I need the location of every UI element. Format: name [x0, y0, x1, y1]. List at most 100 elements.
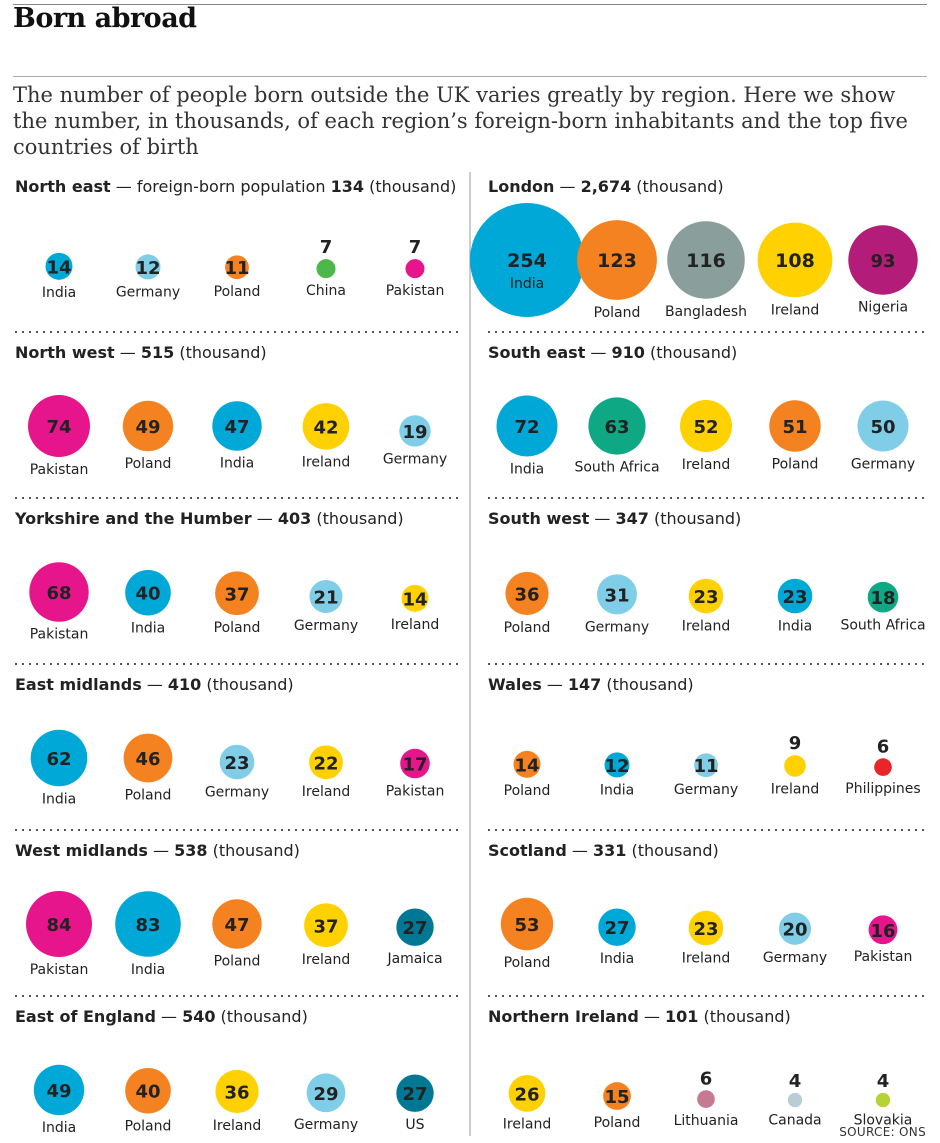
- bubble-label: Pakistan: [30, 627, 89, 643]
- bubble-label: Germany: [205, 784, 269, 800]
- bubble-value: 37: [224, 584, 249, 605]
- bubble-value: 49: [46, 1081, 71, 1102]
- bubble-germany: [857, 400, 909, 452]
- region-total: 134: [331, 177, 364, 196]
- bubble-philippines: [874, 758, 892, 776]
- bubble-value: 93: [870, 251, 895, 272]
- bubble-label: Ireland: [302, 455, 350, 471]
- bubble-value: 27: [402, 918, 427, 939]
- bubble-label: Poland: [125, 456, 172, 472]
- bubble-poland: [500, 897, 554, 951]
- region-unit: (thousand): [601, 675, 693, 694]
- bubble-value: 9: [789, 733, 802, 754]
- bubble-india: [598, 908, 636, 946]
- region-name: Scotland: [488, 841, 567, 860]
- bubble-label: Germany: [763, 950, 827, 966]
- region-unit: (thousand): [311, 509, 403, 528]
- bubble-label: South Africa: [574, 460, 659, 476]
- bubble-ireland: [401, 584, 429, 612]
- bubble-label: Bangladesh: [665, 304, 747, 320]
- region-label: —: [115, 343, 141, 362]
- bubble-poland: [225, 255, 249, 280]
- region-label: —: [639, 1007, 665, 1026]
- bubble-india: [604, 752, 630, 778]
- bubble-value: 19: [402, 422, 427, 443]
- region-unit: (thousand): [201, 675, 293, 694]
- bubble-poland: [577, 220, 657, 300]
- bubble-ireland: [302, 403, 350, 450]
- bubble-poland: [769, 400, 821, 452]
- region-header: North west — 515 (thousand): [15, 343, 267, 362]
- bubble-pakistan: [28, 395, 90, 457]
- bubble-pakistan: [400, 748, 430, 779]
- bubble-label: Poland: [772, 457, 819, 473]
- bubble-nigeria: [848, 225, 918, 295]
- bubble-value: 18: [870, 588, 895, 609]
- bubble-value: 123: [597, 250, 637, 272]
- bubble-value: 23: [693, 587, 718, 608]
- region-name: Northern Ireland: [488, 1007, 639, 1026]
- bubble-value: 20: [782, 920, 807, 941]
- region-total: 515: [141, 343, 174, 362]
- bubble-label: Canada: [768, 1112, 821, 1128]
- bubble-label: Lithuania: [674, 1113, 739, 1129]
- bubble-ireland: [688, 910, 724, 946]
- bubble-value: 108: [775, 250, 815, 272]
- bubble-label: India: [42, 1120, 76, 1136]
- bubble-germany: [399, 415, 431, 447]
- bubble-label: Poland: [214, 954, 261, 970]
- bubble-value: 7: [409, 237, 422, 258]
- bubble-ireland: [508, 1074, 546, 1112]
- bubble-label: Ireland: [771, 782, 819, 798]
- bubble-value: 11: [224, 258, 249, 279]
- bubble-label: Jamaica: [386, 951, 442, 967]
- region-header: East of England — 540 (thousand): [15, 1007, 308, 1026]
- region-total: 347: [616, 509, 649, 528]
- bubble-china: [316, 259, 336, 279]
- bubble-india: [45, 252, 73, 280]
- region-name: South east: [488, 343, 586, 362]
- region-total: 540: [182, 1007, 215, 1026]
- bubble-value: 15: [604, 1087, 629, 1108]
- bubble-value: 7: [320, 237, 333, 258]
- bubble-value: 49: [135, 417, 160, 438]
- bubble-label: India: [510, 276, 544, 292]
- bubble-label: Germany: [851, 456, 915, 472]
- bubble-label: India: [778, 618, 812, 634]
- bubble-label: Pakistan: [386, 783, 445, 799]
- bubble-india: [30, 729, 88, 787]
- region-header: East midlands — 410 (thousand): [15, 675, 294, 694]
- bubble-slovakia: [875, 1092, 891, 1108]
- bubble-bangladesh: [667, 221, 745, 299]
- bubble-label: India: [131, 621, 165, 637]
- bubble-india: [115, 891, 181, 957]
- region-total: 910: [612, 343, 645, 362]
- bubble-value: 14: [402, 589, 427, 610]
- region-name: North east: [15, 177, 111, 196]
- bubble-value: 21: [313, 588, 338, 609]
- region-name: North west: [15, 343, 115, 362]
- bubble-india: [125, 569, 171, 616]
- top-rule: [13, 4, 927, 5]
- bubble-label: Germany: [294, 618, 358, 634]
- bubble-label: India: [42, 285, 76, 301]
- bubble-germany: [309, 580, 343, 614]
- bubble-south-africa: [867, 581, 899, 613]
- bubble-label: Nigeria: [858, 300, 908, 316]
- bubble-value: 6: [877, 736, 890, 757]
- standfirst: The number of people born outside the UK…: [13, 83, 908, 159]
- bubble-jamaica: [396, 908, 434, 946]
- bubble-label: India: [510, 462, 544, 478]
- bubble-value: 83: [135, 915, 160, 936]
- region-label: —: [142, 675, 168, 694]
- bubble-us: [396, 1074, 434, 1112]
- bubble-label: Ireland: [213, 1118, 261, 1134]
- bubble-ireland: [215, 1069, 259, 1114]
- bubble-value: 47: [224, 915, 249, 936]
- bubble-label: Ireland: [682, 457, 730, 473]
- bubble-value: 37: [313, 916, 338, 937]
- bubble-value: 36: [224, 1082, 249, 1103]
- region-label: —: [567, 841, 593, 860]
- bubble-label: Slovakia: [854, 1112, 913, 1128]
- bubble-india: [777, 578, 813, 614]
